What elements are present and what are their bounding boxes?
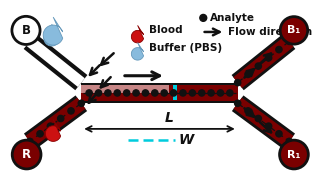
FancyBboxPatch shape: [81, 85, 169, 93]
Circle shape: [227, 90, 233, 96]
Circle shape: [133, 90, 139, 96]
Text: Buffer (PBS): Buffer (PBS): [149, 43, 222, 53]
Text: Flow direction: Flow direction: [228, 27, 313, 37]
Circle shape: [286, 38, 292, 44]
Circle shape: [114, 90, 120, 96]
Polygon shape: [44, 24, 59, 46]
Circle shape: [245, 108, 251, 114]
Circle shape: [255, 63, 262, 69]
Circle shape: [235, 100, 241, 106]
Circle shape: [152, 90, 158, 96]
Circle shape: [280, 17, 308, 44]
Circle shape: [161, 90, 167, 96]
Circle shape: [78, 100, 85, 106]
Polygon shape: [45, 119, 61, 141]
Circle shape: [68, 108, 74, 114]
Circle shape: [266, 55, 272, 61]
Circle shape: [180, 90, 186, 96]
FancyBboxPatch shape: [173, 85, 177, 100]
Circle shape: [199, 90, 205, 96]
Text: B: B: [21, 24, 31, 37]
Circle shape: [286, 138, 292, 145]
Circle shape: [37, 131, 43, 137]
Circle shape: [217, 90, 224, 96]
Circle shape: [142, 90, 149, 96]
Polygon shape: [131, 43, 143, 60]
Circle shape: [86, 90, 92, 96]
Circle shape: [12, 16, 40, 44]
Circle shape: [105, 90, 111, 96]
Circle shape: [200, 14, 207, 21]
Circle shape: [27, 138, 33, 145]
Circle shape: [189, 90, 195, 96]
Circle shape: [280, 140, 308, 169]
Polygon shape: [43, 17, 63, 45]
Text: R₁: R₁: [287, 149, 301, 160]
FancyBboxPatch shape: [81, 85, 238, 101]
Circle shape: [255, 115, 262, 122]
Circle shape: [245, 71, 251, 77]
Circle shape: [235, 80, 241, 86]
Circle shape: [208, 90, 214, 96]
Text: L: L: [164, 111, 173, 125]
Circle shape: [170, 90, 177, 96]
Text: W: W: [179, 133, 194, 147]
Text: Blood: Blood: [149, 25, 182, 35]
Text: Analyte: Analyte: [210, 13, 255, 23]
Polygon shape: [131, 25, 143, 43]
Circle shape: [12, 140, 41, 169]
Text: R: R: [22, 148, 31, 161]
Circle shape: [276, 46, 282, 53]
Circle shape: [266, 123, 272, 129]
Circle shape: [124, 90, 130, 96]
Text: B₁: B₁: [287, 25, 301, 35]
Circle shape: [276, 131, 282, 137]
FancyBboxPatch shape: [81, 83, 238, 103]
Circle shape: [58, 115, 64, 122]
Circle shape: [47, 123, 54, 129]
Circle shape: [95, 90, 102, 96]
